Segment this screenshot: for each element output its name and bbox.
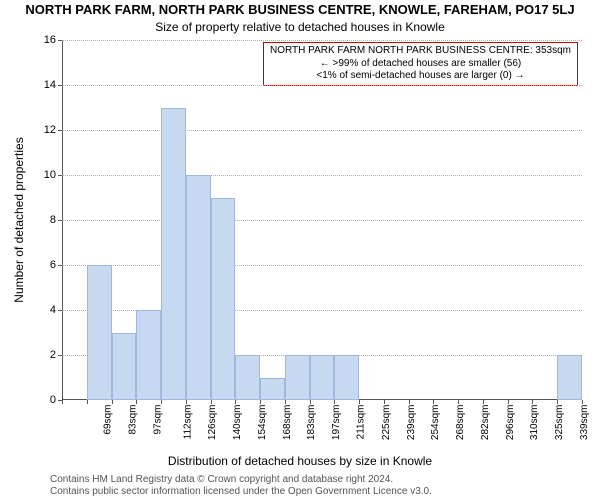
y-tick-label: 12 (32, 124, 56, 136)
grid-line (62, 130, 582, 131)
histogram-bar (161, 108, 186, 401)
histogram-bar (186, 175, 211, 400)
x-tick-mark (211, 400, 212, 404)
y-tick-mark (58, 355, 62, 356)
x-tick-mark (161, 400, 162, 404)
grid-line (62, 220, 582, 221)
x-tick-label: 225sqm (381, 405, 392, 441)
x-tick-label: 112sqm (182, 405, 193, 440)
x-tick-label: 310sqm (529, 405, 540, 441)
x-tick-mark (532, 400, 533, 404)
x-tick-mark (310, 400, 311, 404)
y-axis-label: Number of detached properties (12, 137, 26, 302)
grid-line (62, 265, 582, 266)
y-tick-mark (58, 40, 62, 41)
y-tick-label: 8 (32, 214, 56, 226)
x-tick-label: 211sqm (355, 405, 366, 440)
histogram-bar (136, 310, 161, 400)
y-tick-label: 4 (32, 304, 56, 316)
y-tick-label: 0 (32, 394, 56, 406)
x-tick-mark (62, 400, 63, 404)
x-tick-label: 154sqm (257, 405, 268, 441)
y-tick-mark (58, 220, 62, 221)
info-line-2: ← >99% of detached houses are smaller (5… (270, 58, 571, 71)
x-tick-mark (235, 400, 236, 404)
x-tick-label: 268sqm (455, 405, 466, 441)
x-tick-label: 183sqm (307, 405, 318, 441)
x-tick-label: 126sqm (208, 405, 219, 441)
chart-title: NORTH PARK FARM, NORTH PARK BUSINESS CEN… (0, 2, 600, 17)
x-tick-label: 69sqm (103, 405, 114, 435)
chart-container: NORTH PARK FARM, NORTH PARK BUSINESS CEN… (0, 0, 600, 500)
histogram-bar (557, 355, 582, 400)
histogram-bar (235, 355, 260, 400)
plot-area: NORTH PARK FARM NORTH PARK BUSINESS CENT… (62, 40, 582, 400)
y-tick-mark (58, 85, 62, 86)
x-tick-label: 254sqm (430, 405, 441, 441)
histogram-bar (285, 355, 310, 400)
info-line-3: <1% of semi-detached houses are larger (… (270, 70, 571, 83)
grid-line (62, 85, 582, 86)
x-tick-mark (260, 400, 261, 404)
histogram-bar (260, 378, 285, 401)
y-tick-label: 6 (32, 259, 56, 271)
y-tick-mark (58, 175, 62, 176)
x-tick-mark (186, 400, 187, 404)
x-tick-mark (112, 400, 113, 404)
x-tick-label: 197sqm (331, 405, 342, 441)
x-tick-mark (87, 400, 88, 404)
x-tick-mark (582, 400, 583, 404)
x-tick-label: 325sqm (554, 405, 565, 441)
footer-line-1: Contains HM Land Registry data © Crown c… (50, 474, 432, 486)
grid-line (62, 40, 582, 41)
x-tick-label: 140sqm (232, 405, 243, 441)
histogram-bar (112, 333, 137, 401)
y-tick-label: 2 (32, 349, 56, 361)
x-tick-label: 97sqm (152, 405, 163, 435)
x-tick-mark (409, 400, 410, 404)
y-tick-mark (58, 310, 62, 311)
y-tick-mark (58, 265, 62, 266)
histogram-bar (211, 198, 236, 401)
x-axis-label: Distribution of detached houses by size … (0, 454, 600, 468)
y-tick-label: 10 (32, 169, 56, 181)
x-tick-mark (334, 400, 335, 404)
grid-line (62, 175, 582, 176)
histogram-bar (310, 355, 335, 400)
x-tick-mark (359, 400, 360, 404)
x-tick-label: 83sqm (128, 405, 139, 435)
x-tick-mark (458, 400, 459, 404)
histogram-bar (87, 265, 112, 400)
x-tick-label: 296sqm (505, 405, 516, 441)
x-tick-mark (557, 400, 558, 404)
x-tick-mark (508, 400, 509, 404)
y-tick-mark (58, 130, 62, 131)
x-tick-label: 282sqm (480, 405, 491, 441)
info-box: NORTH PARK FARM NORTH PARK BUSINESS CENT… (263, 42, 578, 86)
info-line-1: NORTH PARK FARM NORTH PARK BUSINESS CENT… (270, 45, 571, 58)
y-tick-label: 16 (32, 34, 56, 46)
x-tick-mark (384, 400, 385, 404)
x-tick-mark (433, 400, 434, 404)
x-tick-label: 239sqm (406, 405, 417, 441)
x-tick-mark (285, 400, 286, 404)
chart-subtitle: Size of property relative to detached ho… (0, 20, 600, 34)
x-tick-label: 168sqm (282, 405, 293, 441)
histogram-bar (334, 355, 359, 400)
x-tick-mark (136, 400, 137, 404)
x-tick-mark (483, 400, 484, 404)
footer-line-2: Contains public sector information licen… (50, 486, 432, 498)
footer: Contains HM Land Registry data © Crown c… (50, 474, 432, 498)
y-tick-label: 14 (32, 79, 56, 91)
x-tick-label: 339sqm (579, 405, 590, 441)
